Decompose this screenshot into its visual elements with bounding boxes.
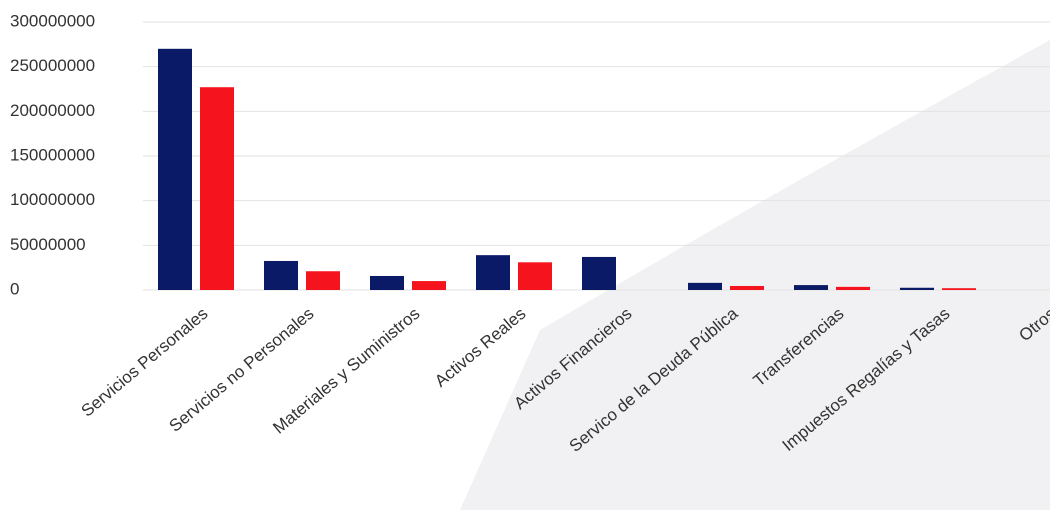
background-building (460, 40, 1050, 510)
y-tick-label: 200000000 (10, 101, 95, 120)
bar (264, 260, 298, 290)
y-tick-label: 150000000 (10, 145, 95, 164)
bar (794, 285, 828, 290)
bar (306, 271, 340, 290)
y-tick-label: 300000000 (10, 11, 95, 30)
bar (582, 256, 616, 290)
bar (730, 285, 764, 290)
bar (688, 282, 722, 290)
y-tick-label: 250000000 (10, 56, 95, 75)
bar (370, 275, 404, 290)
bar (942, 288, 976, 290)
bar (412, 281, 446, 290)
bar (518, 262, 552, 290)
bar (476, 255, 510, 290)
y-tick-label: 0 (10, 279, 19, 298)
y-tick-label: 50000000 (10, 235, 86, 254)
bar (158, 48, 192, 290)
bar (836, 286, 870, 290)
bar (200, 87, 234, 290)
y-tick-label: 100000000 (10, 190, 95, 209)
bar (900, 287, 934, 290)
